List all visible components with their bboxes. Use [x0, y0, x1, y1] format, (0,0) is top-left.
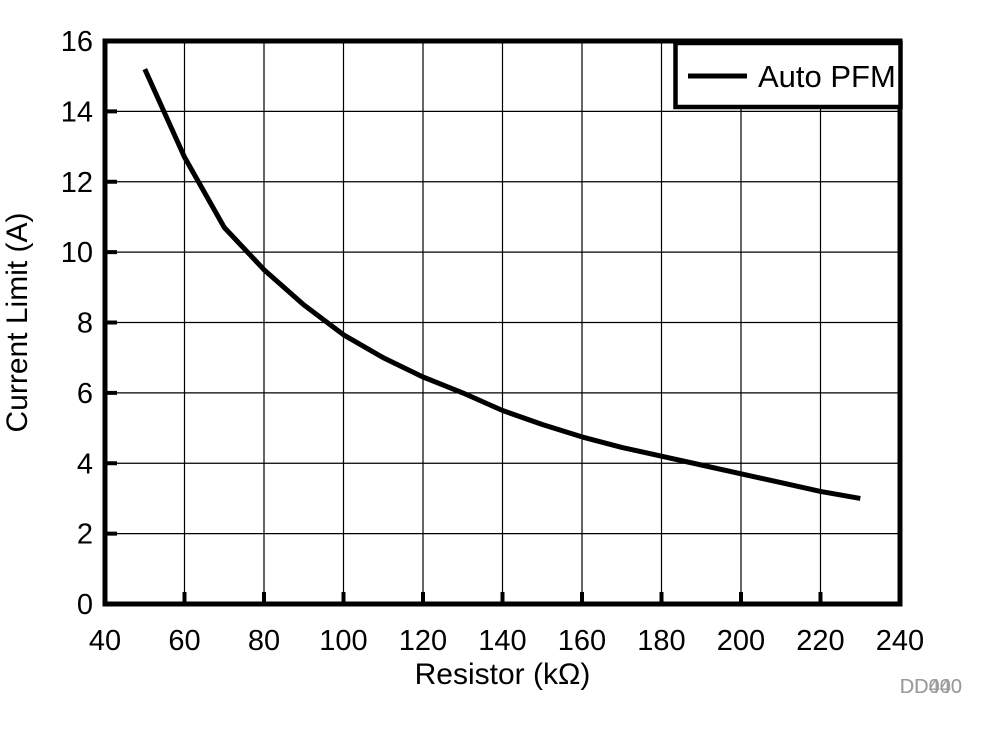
x-tick-label: 120 [399, 625, 447, 657]
series-line-auto-pfm [142, 68, 861, 501]
y-tick-label: 6 [77, 378, 93, 410]
x-tick-label: 180 [637, 625, 685, 657]
plot-border [102, 38, 903, 607]
y-axis-title: Current Limit (A) [1, 212, 34, 432]
watermark: DD440 [900, 676, 962, 698]
y-tick-label: 0 [77, 589, 93, 621]
x-tick-label: 140 [478, 625, 526, 657]
x-tick-label: 80 [248, 625, 280, 657]
y-tick-label: 8 [77, 308, 93, 340]
gridlines [105, 41, 900, 604]
legend-label: Auto PFM [758, 59, 896, 94]
x-tick-label: 40 [89, 625, 121, 657]
x-tick-label: 60 [168, 625, 200, 657]
y-tick-label: 16 [61, 26, 93, 58]
y-tick-label: 10 [61, 237, 93, 269]
y-tick-label: 12 [61, 167, 93, 199]
x-tick-label: 100 [319, 625, 367, 657]
x-tick-label: 160 [558, 625, 606, 657]
y-tick-label: 14 [61, 96, 93, 128]
y-tick-label: 2 [77, 519, 93, 551]
x-tick-label: 200 [717, 625, 765, 657]
watermark: DD000 [900, 676, 962, 698]
x-tick-label: 240 [876, 625, 924, 657]
legend: Auto PFM [673, 40, 903, 110]
x-tick-label: 220 [796, 625, 844, 657]
x-axis-title: Resistor (kΩ) [415, 658, 591, 691]
y-tick-label: 4 [77, 448, 93, 480]
